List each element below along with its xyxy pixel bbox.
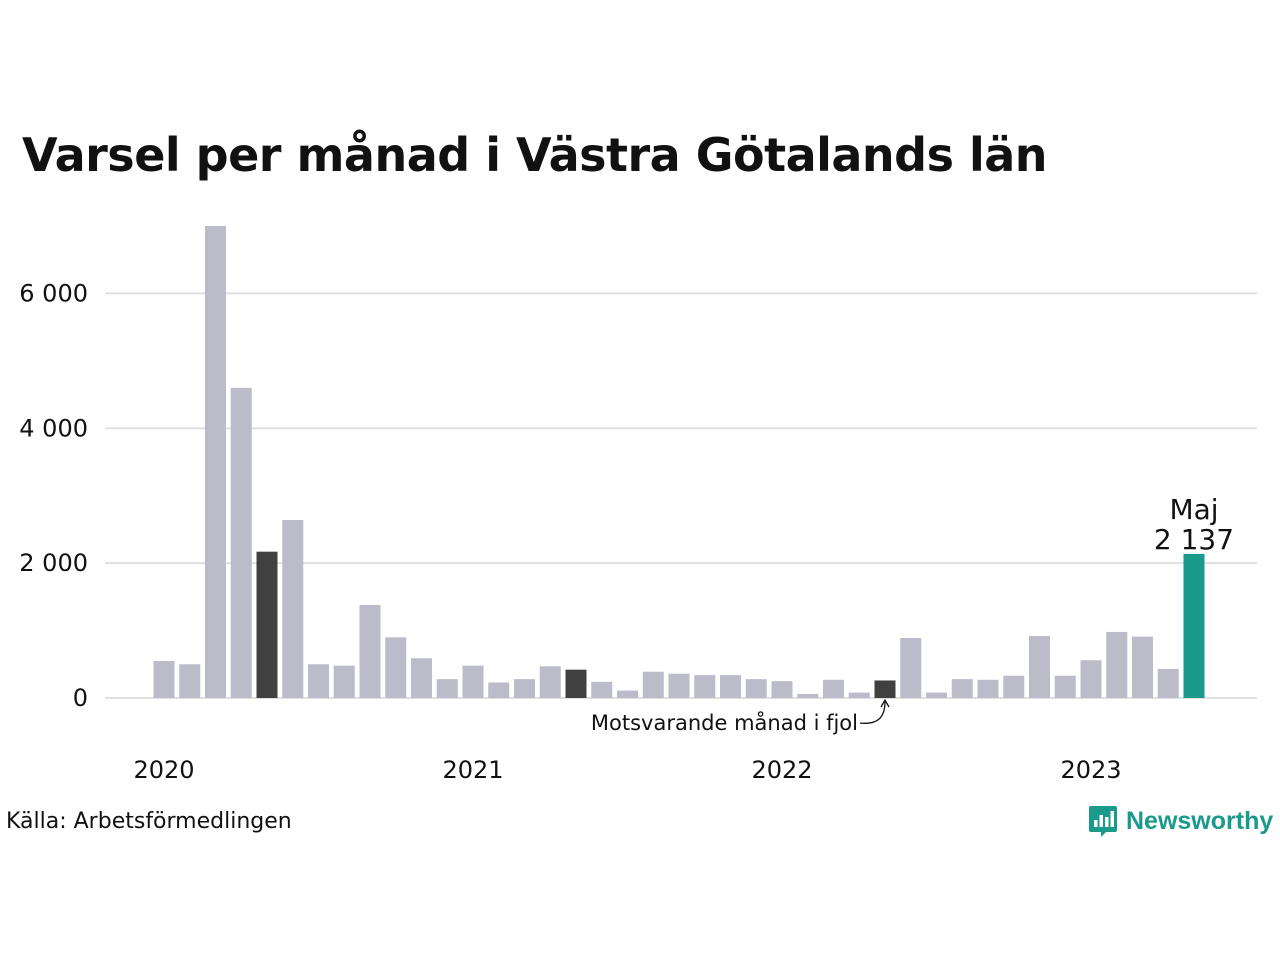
bar [436,679,458,698]
bar [179,664,201,698]
bar [359,604,381,698]
bar [565,669,587,698]
bar [256,551,278,698]
bar [694,675,716,698]
bar [282,519,304,698]
bar [848,692,870,698]
x-tick-label: 2022 [751,756,812,784]
annotation-text: Motsvarande månad i fjol [591,710,858,735]
latest-month-label: Maj [1169,493,1218,526]
bar [591,681,613,698]
bar [823,679,844,698]
bar [205,226,226,698]
x-tick-label: 2020 [133,756,194,784]
bar [951,679,973,698]
bar [1029,635,1050,698]
annotation-arrowhead [880,698,890,708]
bar [900,637,922,698]
bar [411,658,432,698]
bar [1132,636,1153,698]
bar [153,660,175,698]
bar [1106,631,1128,698]
bar [1054,675,1076,698]
newsworthy-logo-icon [1089,806,1117,837]
bar [668,673,690,698]
bar [874,680,896,698]
y-tick-label: 6 000 [19,279,88,307]
bar [539,666,561,698]
bar [977,679,999,698]
bar [1003,675,1025,698]
bar [720,675,741,698]
bar [617,690,638,698]
x-tick-label: 2021 [442,756,503,784]
bar [1157,669,1179,698]
y-tick-label: 4 000 [19,414,88,442]
bar [797,693,819,698]
y-tick-label: 0 [73,684,88,712]
bar [333,665,355,698]
bar [308,664,329,698]
bar [771,681,793,698]
x-tick-label: 2023 [1060,756,1121,784]
bar [385,637,407,698]
annotation-arrow [859,701,886,724]
chart-title: Varsel per månad i Västra Götalands län [22,128,1048,182]
brand-logo: Newsworthy [1088,804,1273,838]
bar [488,682,510,698]
y-tick-label: 2 000 [19,549,88,577]
bar [230,387,252,698]
bar [642,671,664,698]
latest-value-label: 2 137 [1154,523,1234,556]
bar [462,665,484,698]
bar [926,692,947,698]
brand-name: Newsworthy [1126,806,1274,835]
bar [1183,553,1205,698]
source-note: Källa: Arbetsförmedlingen [6,809,292,834]
bar [514,679,535,698]
bar [1080,660,1102,698]
bar [745,679,767,698]
